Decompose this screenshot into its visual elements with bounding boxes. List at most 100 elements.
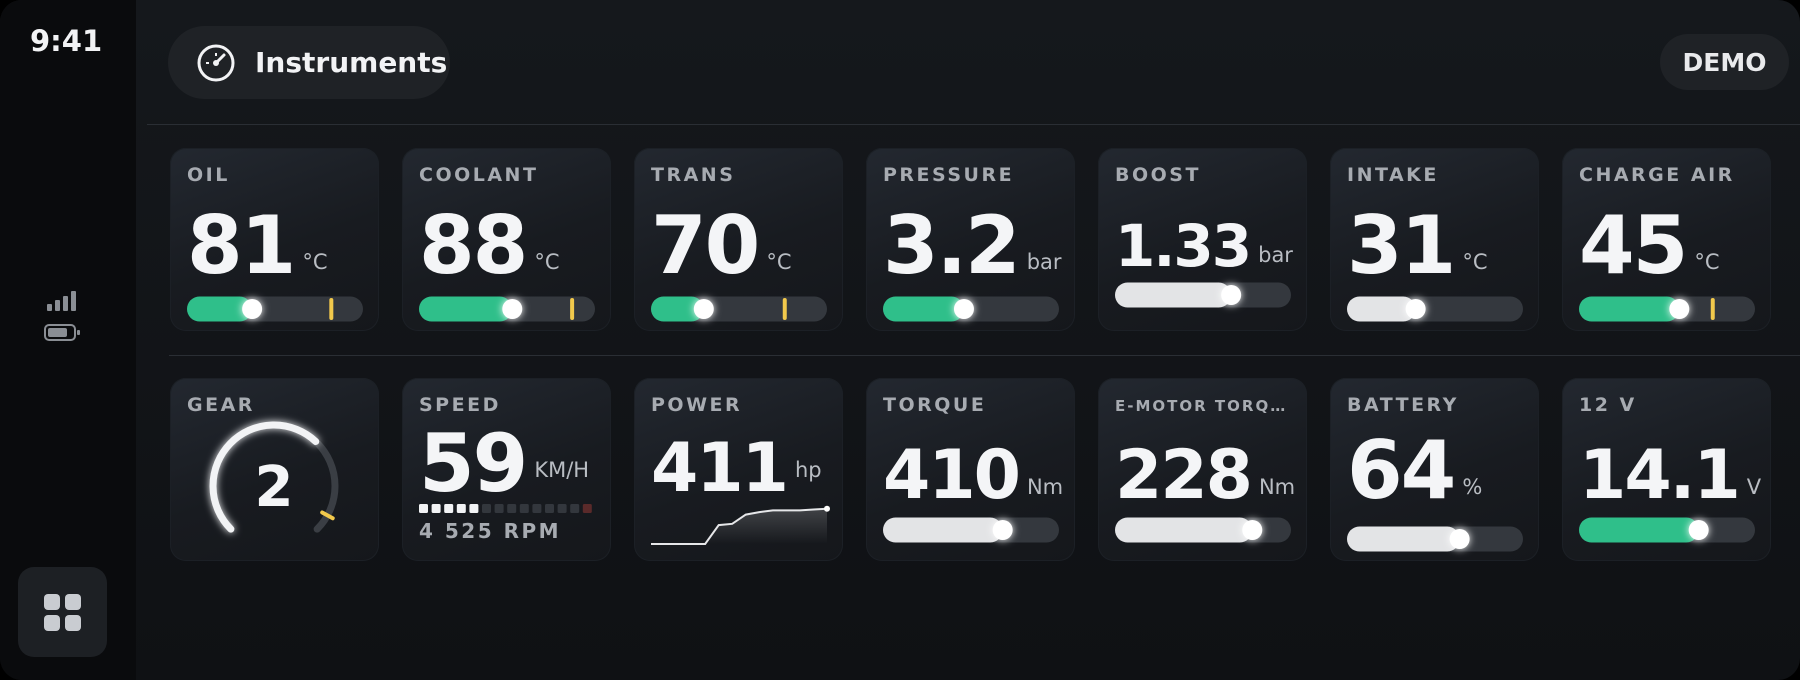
instrument-tile: COOLANT 88 °C bbox=[402, 148, 611, 331]
rpm-segment bbox=[507, 504, 517, 513]
reading-value: 410 bbox=[883, 436, 1019, 515]
bar-fill bbox=[419, 296, 513, 322]
limit-marker bbox=[1710, 298, 1715, 320]
reading-value: 70 bbox=[651, 199, 758, 292]
bar-knob bbox=[1221, 285, 1242, 305]
bar-fill bbox=[1579, 517, 1699, 543]
rpm-segment bbox=[431, 504, 441, 513]
reading-unit: hp bbox=[795, 458, 822, 482]
reading-unit: KM/H bbox=[534, 458, 589, 482]
rpm-segment bbox=[469, 504, 479, 513]
divider bbox=[147, 124, 1800, 125]
gauge-icon bbox=[197, 44, 235, 81]
bar-knob bbox=[1688, 520, 1709, 540]
bar-fill bbox=[1347, 526, 1460, 552]
reading-value: 81 bbox=[187, 199, 294, 292]
instrument-tile: INTAKE 31 °C bbox=[1330, 148, 1539, 331]
apps-button[interactable] bbox=[18, 567, 107, 657]
rpm-segment bbox=[494, 504, 504, 513]
reading-unit: °C bbox=[534, 250, 559, 274]
reading-unit: Nm bbox=[1259, 475, 1295, 499]
bar-knob bbox=[1669, 299, 1690, 319]
rpm-segment bbox=[545, 504, 554, 513]
instrument-tile: GEAR 2 bbox=[170, 378, 379, 561]
tile-canvas: GEAR 2 bbox=[187, 394, 339, 533]
instrument-tile: BOOST 1.33 bar bbox=[1098, 148, 1307, 331]
tile-canvas: PRESSURE 3.2 bar bbox=[883, 164, 1062, 322]
rpm-segment bbox=[582, 504, 592, 513]
bar-fill bbox=[1347, 296, 1416, 322]
tile-label: BATTERY bbox=[1347, 394, 1459, 416]
bar-knob bbox=[693, 299, 714, 319]
tile-label: TRANS bbox=[651, 164, 735, 186]
instrument-tile: E-MOTOR TORQ… 228 Nm bbox=[1098, 378, 1307, 561]
tile-label: INTAKE bbox=[1347, 164, 1439, 186]
reading-unit: V bbox=[1747, 475, 1762, 499]
tile-canvas: E-MOTOR TORQ… 228 Nm bbox=[1115, 397, 1295, 543]
reading-value: 64 bbox=[1347, 424, 1454, 517]
reading-value: 3.2 bbox=[883, 199, 1019, 292]
apps-icon bbox=[44, 594, 81, 631]
sidebar: 9:41 bbox=[0, 0, 136, 680]
reading-value: 1.33 bbox=[1115, 212, 1250, 280]
tile-canvas: BATTERY 64% bbox=[1347, 394, 1523, 552]
reading-unit: °C bbox=[302, 250, 327, 274]
bar-fill bbox=[1115, 517, 1253, 543]
rpm-segment bbox=[519, 504, 529, 513]
bar-fill bbox=[187, 296, 253, 322]
tile-label: SPEED bbox=[419, 394, 501, 416]
tile-canvas: POWER 411 hp bbox=[651, 394, 830, 545]
rpm-segment bbox=[444, 504, 454, 513]
clock: 9:41 bbox=[30, 24, 103, 58]
reading-unit: % bbox=[1462, 475, 1482, 499]
bar-knob bbox=[1242, 520, 1263, 540]
tile-canvas: TRANS 70 °C bbox=[651, 164, 827, 322]
bar-knob bbox=[992, 520, 1013, 540]
rpm-segment bbox=[482, 504, 491, 513]
reading-unit: °C bbox=[1462, 250, 1487, 274]
instrument-tile: TRANS 70 °C bbox=[634, 148, 843, 331]
reading-value: 411 bbox=[651, 429, 787, 508]
reading-unit: °C bbox=[766, 250, 791, 274]
gear-value: 2 bbox=[255, 455, 294, 520]
section-pill[interactable]: Instruments bbox=[168, 26, 450, 99]
bar-fill bbox=[883, 296, 964, 322]
bar-fill bbox=[883, 517, 1003, 543]
bar-knob bbox=[1449, 529, 1470, 549]
tile-label: CHARGE AIR bbox=[1579, 164, 1735, 186]
demo-badge[interactable]: DEMO bbox=[1660, 34, 1789, 90]
reading-value: 45 bbox=[1579, 199, 1686, 292]
instrument-tile: TORQUE 410 Nm bbox=[866, 378, 1075, 561]
instrument-tile: CHARGE AIR 45 °C bbox=[1562, 148, 1771, 331]
tile-canvas: BOOST 1.33 bar bbox=[1115, 164, 1293, 308]
bar-fill bbox=[1579, 296, 1680, 322]
rpm-segment bbox=[532, 504, 542, 513]
reading-value: 88 bbox=[419, 199, 526, 292]
tile-canvas: TORQUE 410 Nm bbox=[883, 394, 1063, 543]
bar-fill bbox=[651, 296, 704, 322]
tile-label: PRESSURE bbox=[883, 164, 1014, 186]
tile-label: POWER bbox=[651, 394, 742, 416]
rpm-readout: 4 525 RPM bbox=[419, 519, 561, 543]
reading-unit: °C bbox=[1694, 250, 1719, 274]
trend-area bbox=[651, 508, 827, 544]
instrument-tile: OIL 81 °C bbox=[170, 148, 379, 331]
tile-label: OIL bbox=[187, 164, 230, 186]
bar-knob bbox=[1405, 299, 1426, 319]
reading-unit: Nm bbox=[1027, 475, 1063, 499]
reading-value: 31 bbox=[1347, 199, 1454, 292]
bar-knob bbox=[502, 299, 523, 319]
tile-label: TORQUE bbox=[883, 394, 986, 416]
reading-unit: bar bbox=[1258, 243, 1293, 267]
trend-line bbox=[651, 507, 828, 545]
trend-end bbox=[824, 505, 830, 512]
limit-marker bbox=[570, 298, 575, 320]
instrument-tile: 12 V 14.1 V bbox=[1562, 378, 1771, 561]
instrument-tile: POWER 411 hp bbox=[634, 378, 843, 561]
tile-label: 12 V bbox=[1579, 394, 1637, 416]
limit-marker bbox=[782, 298, 787, 320]
status-icons bbox=[44, 291, 80, 341]
